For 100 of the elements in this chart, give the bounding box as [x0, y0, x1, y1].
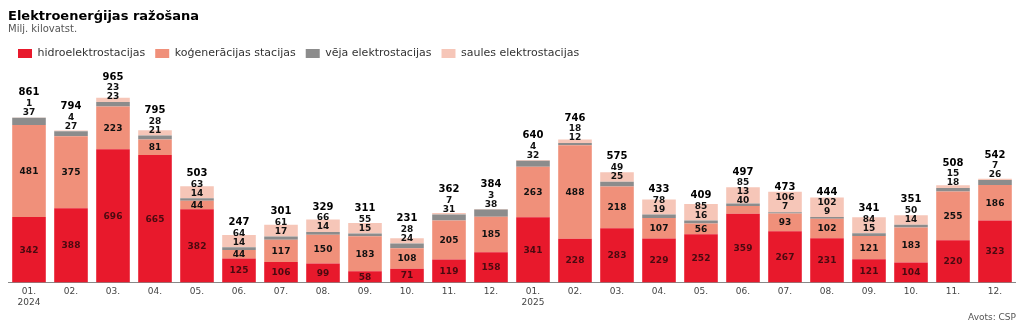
total-label: 508 — [942, 156, 964, 168]
data-label: 121 — [859, 242, 879, 253]
total-label: 795 — [144, 104, 166, 116]
x-tick-label: 03. — [105, 286, 121, 297]
total-label: 503 — [186, 166, 208, 178]
data-label: 220 — [943, 256, 963, 267]
data-label: 31 — [442, 203, 456, 214]
x-tick-label: 10. — [399, 286, 415, 297]
x-tick-label: 07. — [273, 286, 289, 297]
data-label: 56 — [694, 223, 708, 234]
data-label: 28 — [148, 115, 162, 126]
x-tick-label: 11. — [441, 286, 457, 297]
total-label: 384 — [480, 178, 502, 190]
data-label: 183 — [901, 239, 921, 250]
data-label: 58 — [358, 271, 372, 282]
x-tick-label: 08. — [819, 286, 835, 297]
x-tick-label: 01. 2024 — [17, 286, 41, 307]
data-label: 223 — [103, 122, 123, 133]
data-label: 28 — [400, 223, 414, 234]
data-label: 26 — [988, 169, 1002, 180]
total-label: 542 — [984, 148, 1006, 160]
data-label: 481 — [19, 165, 39, 176]
data-label: 108 — [397, 253, 417, 264]
data-label: 7 — [445, 194, 453, 205]
total-label: 746 — [564, 111, 586, 123]
x-tick-label: 05. — [189, 286, 205, 297]
data-label: 323 — [985, 246, 1005, 257]
data-label: 19 — [652, 203, 666, 214]
data-label: 106 — [271, 267, 291, 278]
data-label: 205 — [439, 234, 459, 245]
data-label: 78 — [652, 194, 666, 205]
total-label: 861 — [18, 86, 40, 98]
data-label: 40 — [736, 195, 750, 206]
data-label: 50 — [904, 205, 918, 216]
data-label: 63 — [190, 178, 204, 189]
data-label: 18 — [568, 123, 582, 134]
data-label: 228 — [565, 255, 585, 266]
data-label: 64 — [232, 227, 246, 238]
data-label: 7 — [781, 201, 789, 212]
x-tick-label: 01. 2025 — [521, 286, 545, 307]
data-label: 81 — [148, 142, 162, 153]
data-label: 15 — [358, 222, 372, 233]
data-label: 4 — [529, 141, 537, 152]
data-label: 12 — [568, 132, 582, 143]
x-tick-label: 04. — [651, 286, 667, 297]
x-tick-label: 05. — [693, 286, 709, 297]
total-label: 794 — [60, 99, 82, 111]
data-label: 21 — [148, 124, 162, 135]
data-label: 7 — [991, 160, 999, 171]
data-label: 14 — [316, 221, 330, 232]
data-label: 71 — [400, 270, 414, 281]
data-label: 231 — [817, 255, 837, 266]
total-label: 311 — [354, 202, 376, 213]
x-tick-label: 07. — [777, 286, 793, 297]
data-label: 488 — [565, 186, 585, 197]
total-label: 497 — [732, 165, 754, 177]
data-label: 359 — [733, 242, 753, 253]
data-label: 17 — [274, 225, 288, 236]
x-tick-label: 09. — [357, 286, 373, 297]
data-label: 1 — [25, 98, 33, 109]
total-label: 965 — [102, 70, 124, 82]
data-label: 3 — [487, 189, 495, 200]
data-label: 342 — [19, 244, 39, 255]
x-tick-label: 02. — [63, 286, 79, 297]
data-label: 23 — [106, 82, 120, 93]
total-label: 231 — [396, 212, 418, 224]
data-label: 125 — [229, 265, 249, 276]
data-label: 102 — [817, 197, 837, 208]
data-label: 121 — [859, 265, 879, 276]
data-label: 696 — [103, 210, 123, 221]
data-label: 375 — [61, 167, 81, 178]
data-label: 263 — [523, 186, 543, 197]
data-label: 18 — [946, 177, 960, 188]
data-label: 158 — [481, 262, 501, 273]
total-label: 341 — [858, 201, 880, 213]
x-tick-label: 11. — [945, 286, 961, 297]
data-label: 14 — [190, 187, 204, 198]
data-label: 49 — [610, 162, 624, 173]
chart-title: Elektroenerģijas ražošana — [8, 8, 201, 23]
data-label: 66 — [316, 212, 330, 223]
data-label: 23 — [106, 91, 120, 102]
data-label: 85 — [736, 177, 750, 188]
data-label: 38 — [484, 198, 498, 209]
data-label: 93 — [778, 217, 792, 228]
data-label: 102 — [817, 223, 837, 234]
data-label: 267 — [775, 251, 795, 262]
x-tick-label: 10. — [903, 286, 919, 297]
x-tick-label: 04. — [147, 286, 163, 297]
data-label: 117 — [271, 245, 291, 256]
total-label: 640 — [522, 129, 544, 141]
x-tick-label: 08. — [315, 286, 331, 297]
data-label: 99 — [316, 267, 330, 278]
total-label: 473 — [774, 180, 796, 192]
legend-label: vēja elektrostacijas — [325, 46, 432, 60]
data-label: 107 — [649, 223, 669, 234]
data-label: 9 — [823, 206, 831, 217]
data-label: 85 — [694, 200, 708, 211]
x-tick-label: 02. — [567, 286, 583, 297]
x-tick-label: 06. — [231, 286, 247, 297]
data-label: 61 — [274, 216, 288, 227]
